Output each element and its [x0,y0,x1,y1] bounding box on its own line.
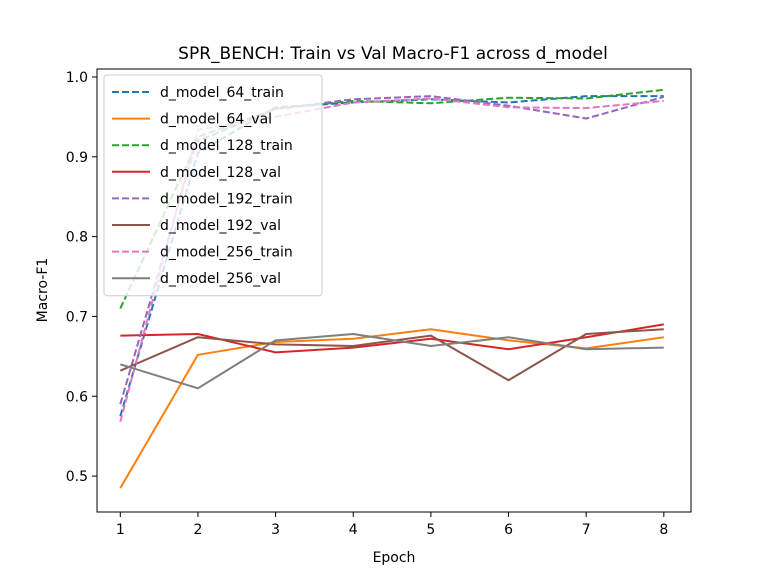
y-tick-label: 0.9 [66,150,88,166]
x-tick-label: 4 [349,522,358,538]
legend-label: d_model_256_train [160,245,293,261]
legend-label: d_model_192_val [160,218,281,234]
y-axis: 0.5 0.6 0.7 0.8 0.9 1.0 [66,70,97,485]
x-axis: 1 2 3 4 5 6 7 8 [116,512,668,538]
y-tick-label: 0.6 [66,389,88,405]
x-axis-label: Epoch [373,550,416,566]
series-line-3 [119,88,664,309]
y-tick-label: 0.8 [66,230,88,246]
y-tick-label: 0.5 [66,469,88,485]
x-tick-label: 6 [504,522,513,538]
chart-title: SPR_BENCH: Train vs Val Macro-F1 across … [178,44,608,64]
legend: d_model_64_train d_model_64_val d_model_12… [103,74,323,297]
legend-label: d_model_64_train [160,85,284,101]
y-tick-label: 1.0 [66,70,88,86]
legend-label: d_model_64_val [160,112,272,128]
x-tick-label: 8 [659,522,668,538]
x-tick-label: 1 [116,522,125,538]
x-tick-label: 3 [271,522,280,538]
legend-label: d_model_256_val [160,271,281,287]
y-axis-label: Macro-F1 [35,258,51,323]
legend-label: d_model_128_train [160,138,293,154]
x-tick-label: 7 [582,522,591,538]
series-line-8 [120,333,664,390]
x-tick-label: 2 [193,522,202,538]
x-tick-label: 5 [426,522,435,538]
axes-frame [96,68,692,513]
y-tick-label: 0.7 [66,309,88,325]
series-line-1 [119,95,664,417]
legend-box [103,74,323,297]
legend-label: d_model_128_val [160,165,281,181]
legend-label: d_model_192_train [160,191,293,207]
series-line-4 [120,323,664,354]
